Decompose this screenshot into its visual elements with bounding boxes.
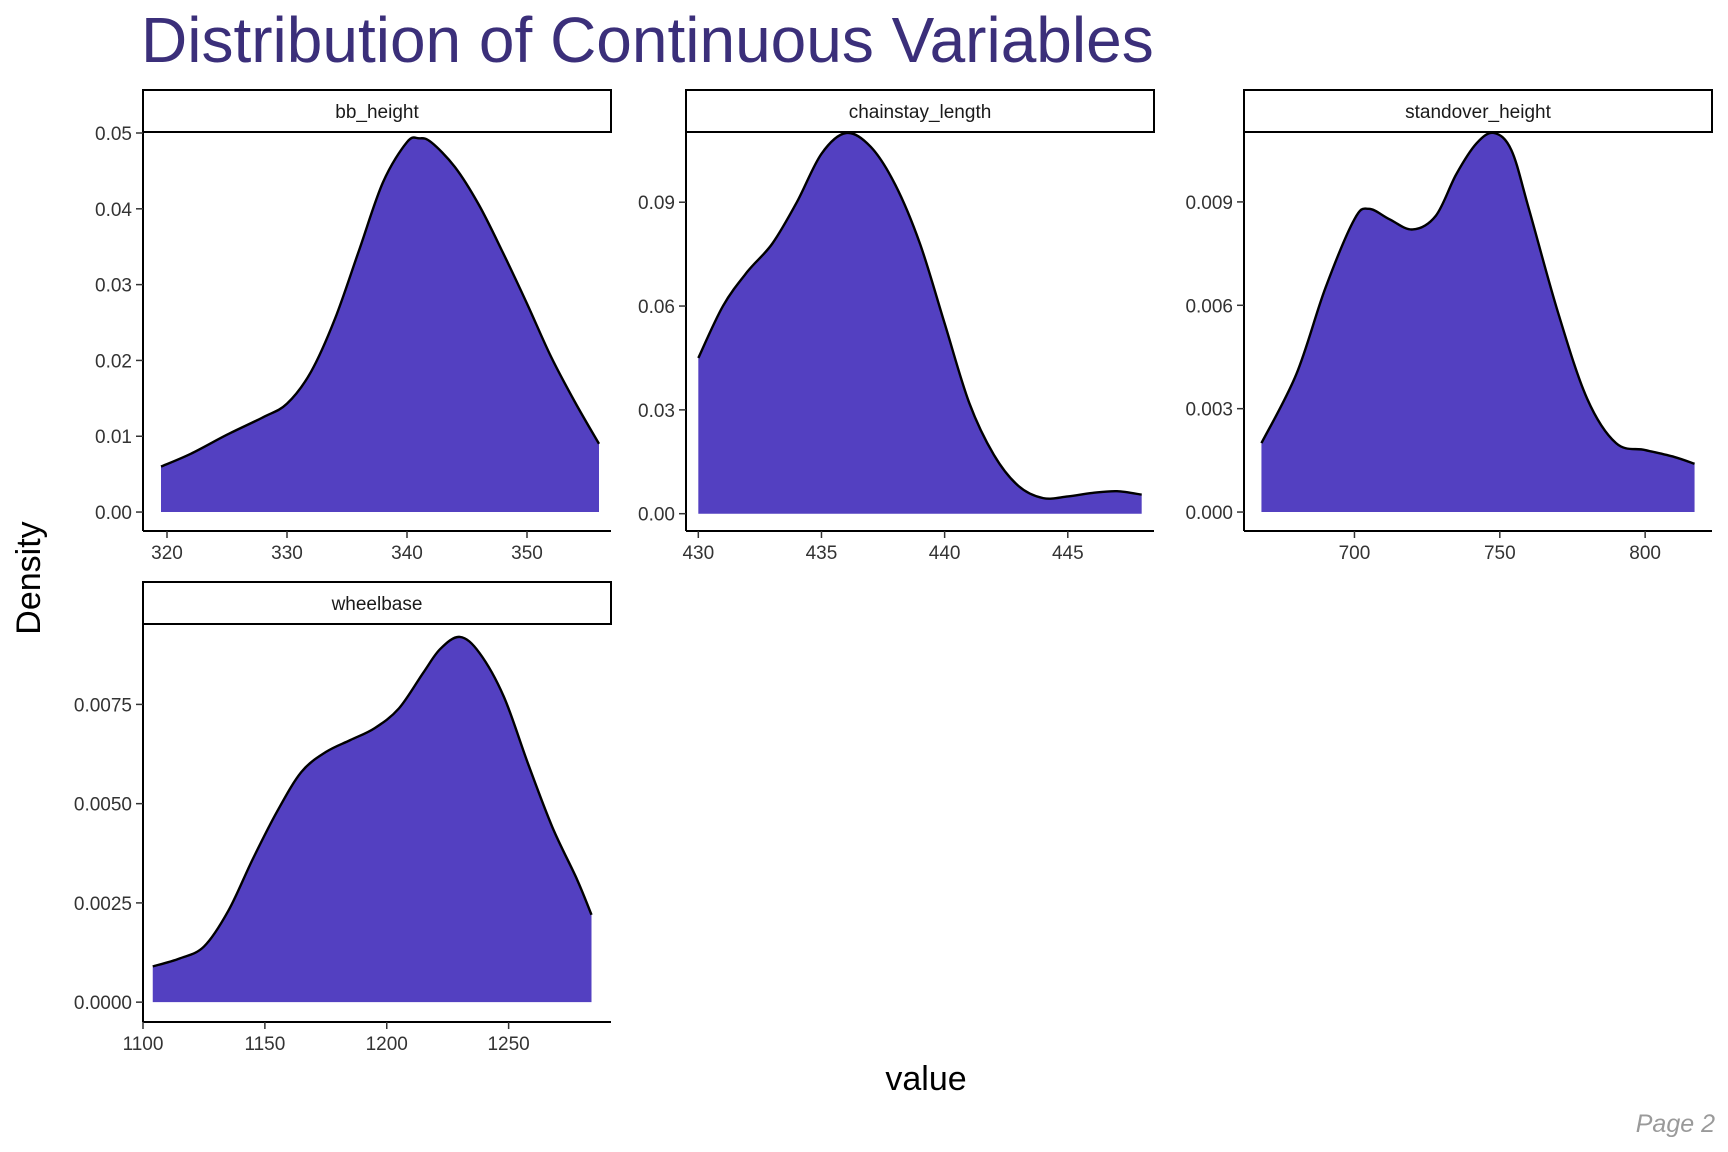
density-line — [1260, 131, 1695, 465]
x-axis-title: value — [885, 1060, 966, 1098]
x-tick-label: 1250 — [487, 1034, 529, 1055]
y-tick-label: 0.09 — [638, 193, 675, 214]
y-tick-label: 0.0050 — [74, 795, 132, 816]
x-tick-label: 350 — [511, 543, 543, 564]
x-tick-label: 340 — [391, 543, 423, 564]
x-tick-label: 1100 — [123, 1034, 164, 1055]
density-area — [1261, 132, 1695, 513]
facet-strip — [142, 89, 612, 133]
facet-strip — [1243, 89, 1713, 133]
y-tick-label: 0.03 — [95, 276, 132, 297]
density-area — [161, 137, 599, 513]
facet-strip-label: bb_height — [335, 102, 419, 123]
page-label: Page 2 — [1636, 1110, 1715, 1138]
y-tick-label: 0.04 — [95, 200, 132, 221]
x-tick-label: 430 — [682, 543, 714, 564]
panel-bb-height: bb_height 0.00 0.01 0.02 0.03 0.04 0.05 320 330 3… — [95, 89, 612, 564]
x-tick-label: 320 — [151, 543, 183, 564]
x-tick-label: 1150 — [244, 1034, 285, 1055]
facet-strip-label: standover_height — [1405, 102, 1551, 123]
panel-wheelbase: wheelbase 0.0000 0.0025 0.0050 0.0075 1100 115… — [74, 581, 612, 1055]
y-tick-label: 0.02 — [95, 351, 132, 372]
density-line — [152, 635, 593, 968]
y-tick-label: 0.00 — [95, 503, 132, 524]
panel-standover-height: standover_height 0.000 0.003 0.006 0.009 700 7… — [1185, 89, 1713, 564]
y-tick-label: 0.0000 — [74, 993, 132, 1014]
x-tick-label: 800 — [1629, 543, 1661, 564]
x-tick-label: 750 — [1484, 543, 1516, 564]
x-tick-label: 1200 — [366, 1034, 408, 1055]
x-tick-label: 435 — [806, 543, 838, 564]
facet-strip-label: wheelbase — [331, 594, 423, 615]
facet-panels: bb_height 0.00 0.01 0.02 0.03 0.04 0.05 320 330 3… — [74, 89, 1713, 1055]
facet-strip — [685, 89, 1155, 133]
y-tick-label: 0.006 — [1185, 296, 1233, 317]
density-area — [698, 132, 1142, 514]
density-line — [697, 131, 1142, 500]
y-tick-label: 0.003 — [1185, 400, 1233, 421]
facet-strip — [142, 581, 612, 625]
y-tick-label: 0.009 — [1185, 193, 1233, 214]
x-tick-label: 440 — [929, 543, 961, 564]
y-axis-title: Density — [10, 521, 48, 634]
density-area — [152, 636, 592, 1003]
x-tick-label: 445 — [1052, 543, 1084, 564]
y-tick-label: 0.0025 — [74, 894, 132, 915]
y-tick-label: 0.01 — [95, 427, 132, 448]
facet-strip-label: chainstay_length — [849, 102, 992, 123]
x-tick-label: 700 — [1339, 543, 1371, 564]
density-line — [160, 136, 601, 468]
panel-chainstay-length: chainstay_length 0.00 0.03 0.06 0.09 430 435 44… — [638, 89, 1155, 564]
chart-title: Distribution of Continuous Variables — [141, 4, 1154, 76]
y-tick-label: 0.05 — [95, 124, 132, 145]
y-tick-label: 0.0075 — [74, 695, 132, 716]
y-tick-label: 0.03 — [638, 401, 675, 422]
x-tick-label: 330 — [271, 543, 303, 564]
y-tick-label: 0.06 — [638, 297, 675, 318]
y-tick-label: 0.000 — [1185, 503, 1233, 524]
y-tick-label: 0.00 — [638, 505, 675, 526]
